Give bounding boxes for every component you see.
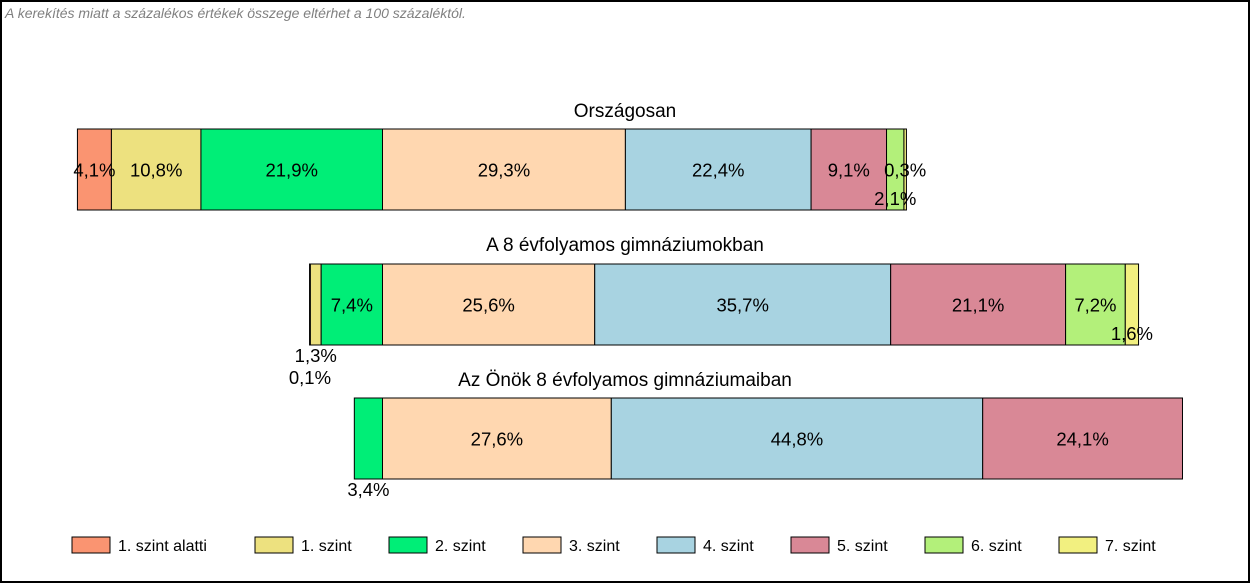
data-label-a-8-evfolyamos-gimnaziumokban-4-szint: 35,7% xyxy=(716,295,768,316)
legend-label: 4. szint xyxy=(703,538,754,555)
bar-a-8-evfolyamos-gimnaziumokban-5-szint xyxy=(890,263,1067,346)
legend-swatch xyxy=(388,536,428,554)
data-label-az-onok-8-evfolyamos-gimnaziumaiban-5-szint: 24,1% xyxy=(1056,429,1108,450)
legend-label: 6. szint xyxy=(971,538,1022,555)
legend-item-3-szint: 3. szint xyxy=(522,536,620,555)
data-label-orszagosan-5-szint: 9,1% xyxy=(828,160,870,181)
data-label-az-onok-8-evfolyamos-gimnaziumaiban-4-szint: 44,8% xyxy=(771,429,823,450)
data-label-orszagosan-3-szint: 29,3% xyxy=(478,160,530,181)
data-label-orszagosan-7-szint: 0,3% xyxy=(884,160,926,181)
legend-label: 3. szint xyxy=(569,538,620,555)
bar-orszagosan-1-szint xyxy=(110,128,202,211)
data-label-a-8-evfolyamos-gimnaziumokban-6-szint: 7,2% xyxy=(1074,295,1116,316)
bar-az-onok-8-evfolyamos-gimnaziumaiban-4-szint xyxy=(610,397,984,480)
legend-item-6-szint: 6. szint xyxy=(924,536,1022,555)
legend-swatch xyxy=(254,536,294,554)
data-label-az-onok-8-evfolyamos-gimnaziumaiban-2-szint: 3,4% xyxy=(347,479,389,500)
bar-a-8-evfolyamos-gimnaziumokban-4-szint xyxy=(594,263,892,346)
data-label-a-8-evfolyamos-gimnaziumokban-7-szint: 1,6% xyxy=(1111,323,1153,344)
bar-orszagosan-1-szint-alatti xyxy=(76,128,112,211)
bar-a-8-evfolyamos-gimnaziumokban-1-szint xyxy=(309,263,322,346)
data-label-orszagosan-1-szint-alatti: 4,1% xyxy=(73,160,115,181)
legend-label: 5. szint xyxy=(837,538,888,555)
group-title-0: Országosan xyxy=(574,101,676,122)
legend-swatch xyxy=(1058,536,1098,554)
legend-swatch xyxy=(924,536,964,554)
group-title-2: Az Önök 8 évfolyamos gimnáziumaiban xyxy=(458,370,792,391)
legend-label: 2. szint xyxy=(435,538,486,555)
data-label-orszagosan-1-szint: 10,8% xyxy=(130,160,182,181)
bar-orszagosan-4-szint xyxy=(624,128,812,211)
legend-swatch xyxy=(71,536,111,554)
bar-orszagosan-3-szint xyxy=(382,128,626,211)
legend-label: 1. szint alatti xyxy=(118,538,207,555)
legend-swatch xyxy=(790,536,830,554)
group-title-1: A 8 évfolyamos gimnáziumokban xyxy=(486,235,764,256)
bar-a-8-evfolyamos-gimnaziumokban-3-szint xyxy=(382,263,596,346)
data-label-orszagosan-4-szint: 22,4% xyxy=(692,160,744,181)
data-label-a-8-evfolyamos-gimnaziumokban-1-szint: 1,3% xyxy=(295,345,337,366)
data-label-orszagosan-6-szint: 2,1% xyxy=(874,188,916,209)
bar-az-onok-8-evfolyamos-gimnaziumaiban-2-szint xyxy=(353,397,383,480)
legend-swatch xyxy=(656,536,696,554)
data-label-a-8-evfolyamos-gimnaziumokban-5-szint: 21,1% xyxy=(952,295,1004,316)
legend-item-2-szint: 2. szint xyxy=(388,536,486,555)
bar-a-8-evfolyamos-gimnaziumokban-7-szint xyxy=(1124,263,1140,346)
bar-orszagosan-2-szint xyxy=(200,128,383,211)
bar-az-onok-8-evfolyamos-gimnaziumaiban-5-szint xyxy=(982,397,1183,480)
data-label-az-onok-8-evfolyamos-gimnaziumaiban-3-szint: 27,6% xyxy=(471,429,523,450)
legend-item-5-szint: 5. szint xyxy=(790,536,888,555)
legend-item-7-szint: 7. szint xyxy=(1058,536,1156,555)
data-label-a-8-evfolyamos-gimnaziumokban-1-szint-alatti: 0,1% xyxy=(289,367,331,388)
legend-label: 7. szint xyxy=(1105,538,1156,555)
legend-item-4-szint: 4. szint xyxy=(656,536,754,555)
legend-item-1-szint-alatti: 1. szint alatti xyxy=(71,536,207,555)
legend-swatch xyxy=(522,536,562,554)
legend-label: 1. szint xyxy=(301,538,352,555)
bar-orszagosan-7-szint xyxy=(903,128,907,211)
bar-az-onok-8-evfolyamos-gimnaziumaiban-3-szint xyxy=(382,397,612,480)
legend-item-1-szint: 1. szint xyxy=(254,536,352,555)
data-label-a-8-evfolyamos-gimnaziumokban-3-szint: 25,6% xyxy=(462,295,514,316)
rounding-note: A kerekítés miatt a százalékos értékek ö… xyxy=(5,5,466,21)
data-label-a-8-evfolyamos-gimnaziumokban-2-szint: 7,4% xyxy=(331,295,373,316)
data-label-orszagosan-2-szint: 21,9% xyxy=(265,160,317,181)
bar-orszagosan-5-szint xyxy=(810,128,888,211)
